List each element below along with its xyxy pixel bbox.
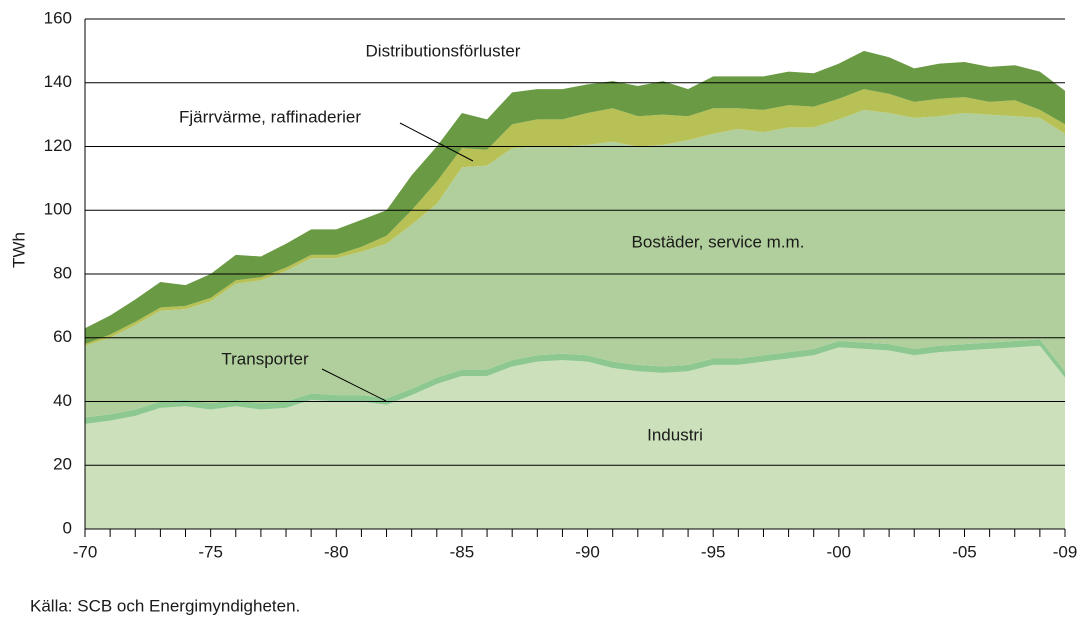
leader-line bbox=[321, 368, 387, 402]
series-label: Fjärrvärme, raffinaderier bbox=[179, 107, 361, 126]
x-tick-label: -05 bbox=[952, 542, 977, 561]
area bbox=[85, 345, 1065, 529]
series-label: Transporter bbox=[221, 349, 309, 368]
source: Källa: SCB och Energimyndigheten. bbox=[30, 596, 300, 615]
y-tick-label: 0 bbox=[63, 518, 72, 537]
series-label: Industri bbox=[647, 425, 703, 444]
x-tick-label: -90 bbox=[575, 542, 600, 561]
y-axis-label: TWh bbox=[9, 232, 28, 268]
area bbox=[85, 339, 1065, 424]
y-tick-label: 80 bbox=[53, 263, 72, 282]
x-tick-label: -09 bbox=[1053, 542, 1078, 561]
x-tick-label: -85 bbox=[450, 542, 475, 561]
area bbox=[85, 50, 1065, 345]
y-tick-label: 40 bbox=[53, 391, 72, 410]
x-tick-label: -95 bbox=[701, 542, 726, 561]
x-tick-label: -80 bbox=[324, 542, 349, 561]
leader-line bbox=[399, 122, 474, 162]
series-label: Bostäder, service m.m. bbox=[632, 232, 805, 251]
y-tick-label: 60 bbox=[53, 327, 72, 346]
x-tick-label: -70 bbox=[73, 542, 98, 561]
y-tick-label: 20 bbox=[53, 455, 72, 474]
x-tick-label: -00 bbox=[827, 542, 852, 561]
area bbox=[85, 109, 1065, 418]
y-tick-label: 120 bbox=[44, 136, 72, 155]
area bbox=[85, 89, 1065, 346]
y-tick-label: 140 bbox=[44, 72, 72, 91]
series-label: Distributionsförluster bbox=[366, 41, 521, 60]
y-tick-label: 100 bbox=[44, 200, 72, 219]
y-tick-label: 160 bbox=[44, 8, 72, 27]
x-tick-label: -75 bbox=[198, 542, 223, 561]
